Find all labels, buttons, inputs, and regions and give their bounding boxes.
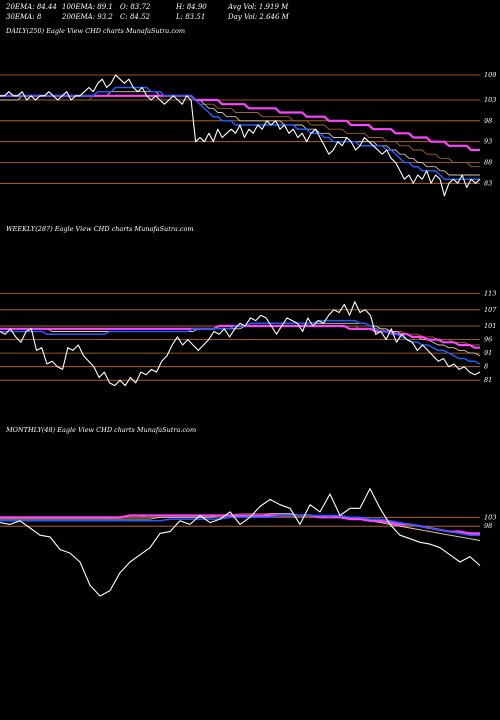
daily-chart: 109 103 98 93 88 83 — [0, 71, 496, 197]
header-close: C: 84.52 — [120, 13, 150, 21]
daily-level-label: 83 — [484, 179, 492, 187]
header-day-vol: Day Vol: 2.646 M — [228, 13, 289, 21]
header-ema20: 20EMA: 84.44 — [6, 3, 57, 11]
weekly-level-label: 96 — [484, 336, 492, 344]
weekly-level-label: 81 — [484, 376, 492, 384]
monthly-ema200-line — [0, 514, 480, 535]
header-ema200: 200EMA: 93.2 — [62, 13, 113, 21]
weekly-level-label: 91 — [484, 349, 492, 357]
weekly-ema20-line — [0, 319, 481, 365]
daily-chart-title: DAILY(250) Eagle View CHD charts MunafaS… — [6, 27, 186, 35]
weekly-chart-title: WEEKLY(287) Eagle View CHD charts Munafa… — [6, 225, 194, 233]
header-avg-vol: Avg Vol: 1.919 M — [228, 3, 289, 11]
daily-level-label: 98 — [484, 117, 492, 125]
daily-level-label: 88 — [484, 159, 492, 167]
monthly-chart-title: MONTHLY(48) Eagle View CHD charts Munafa… — [6, 426, 197, 434]
weekly-level-label: 107 — [484, 306, 497, 314]
monthly-ema20-line — [0, 514, 480, 536]
monthly-level-label: 98 — [484, 522, 492, 530]
header-low: L: 83.51 — [176, 13, 206, 21]
daily-level-label: 109 — [484, 71, 496, 79]
header-open: O: 83.72 — [120, 3, 151, 11]
weekly-chart: 113 107 101 96 91 8 81 — [0, 290, 497, 387]
daily-ema100-line — [0, 95, 480, 168]
weekly-level-label: 113 — [484, 290, 496, 298]
header-ema30: 30EMA: 8 — [6, 13, 42, 21]
monthly-level-label: 103 — [484, 513, 496, 521]
daily-level-label: 93 — [484, 138, 492, 146]
monthly-price-line — [0, 488, 481, 597]
daily-price-line — [0, 74, 481, 197]
weekly-level-label: 8 — [484, 363, 488, 371]
daily-level-label: 103 — [484, 96, 496, 104]
weekly-ema200-line — [0, 324, 480, 349]
weekly-level-label: 101 — [484, 322, 496, 330]
header-high: H: 84.90 — [176, 3, 207, 11]
header-ema100: 100EMA: 89.1 — [62, 3, 113, 11]
weekly-price-line — [0, 301, 481, 387]
